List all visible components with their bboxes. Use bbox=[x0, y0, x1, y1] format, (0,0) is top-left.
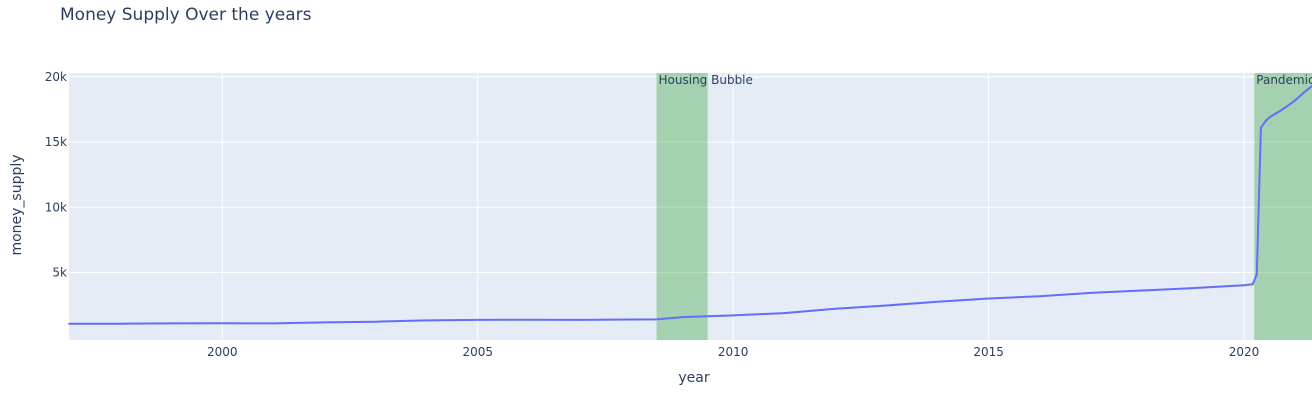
data-point bbox=[528, 318, 530, 321]
data-point bbox=[1192, 287, 1194, 289]
x-tick-label: 2015 bbox=[973, 345, 1004, 359]
data-point bbox=[221, 322, 224, 324]
shaded-regions bbox=[656, 73, 1312, 340]
x-axis-label: year bbox=[678, 370, 709, 386]
x-tick-label: 2010 bbox=[718, 345, 749, 359]
data-point bbox=[1281, 108, 1284, 111]
plot-area bbox=[69, 73, 1312, 340]
x-tick-label: 2005 bbox=[462, 345, 493, 359]
data-point bbox=[732, 314, 734, 317]
data-point bbox=[783, 312, 786, 314]
data-point bbox=[630, 318, 632, 321]
y-tick-label: 5k bbox=[52, 265, 67, 279]
data-point bbox=[936, 301, 939, 303]
data-point bbox=[681, 316, 683, 318]
data-point bbox=[119, 322, 121, 325]
data-point bbox=[170, 322, 172, 325]
x-tick-label: 2000 bbox=[207, 345, 238, 359]
shaded-region-0 bbox=[656, 73, 708, 340]
data-point bbox=[476, 319, 479, 321]
region-label-0: Housing Bubble bbox=[659, 73, 753, 87]
data-point bbox=[1260, 126, 1262, 129]
data-point bbox=[706, 315, 709, 318]
shaded-region-1 bbox=[1254, 73, 1312, 340]
data-point bbox=[68, 323, 70, 325]
data-point bbox=[1089, 292, 1092, 294]
data-point bbox=[1256, 273, 1258, 276]
x-axis-ticks: 2000 2005 2010 2015 2020 bbox=[207, 345, 1259, 359]
x-tick-label: 2020 bbox=[1229, 345, 1260, 359]
data-point bbox=[1264, 120, 1267, 123]
data-point bbox=[425, 319, 428, 322]
data-point bbox=[1141, 289, 1143, 292]
region-annotations: Housing Bubble Pandemic bbox=[659, 73, 1312, 87]
data-point bbox=[987, 297, 990, 300]
data-point bbox=[655, 318, 658, 321]
data-point bbox=[1304, 90, 1307, 93]
data-point bbox=[1038, 295, 1041, 297]
data-point bbox=[1294, 99, 1296, 102]
data-point bbox=[1243, 284, 1245, 287]
data-point bbox=[374, 320, 377, 323]
data-point bbox=[834, 307, 837, 310]
y-tick-label: 10k bbox=[45, 200, 67, 214]
y-axis-ticks: 5k 10k 15k 20k bbox=[45, 70, 67, 280]
data-point bbox=[1251, 283, 1254, 286]
data-point bbox=[885, 304, 888, 307]
y-tick-label: 15k bbox=[45, 135, 67, 149]
region-label-1: Pandemic bbox=[1256, 73, 1312, 87]
data-point bbox=[1268, 116, 1271, 119]
chart-title: Money Supply Over the years bbox=[60, 5, 312, 25]
gridlines bbox=[69, 73, 1312, 340]
y-tick-label: 20k bbox=[45, 70, 67, 84]
data-point bbox=[272, 322, 275, 325]
data-point bbox=[579, 319, 581, 321]
series-lines bbox=[68, 85, 1312, 325]
y-axis-label: money_supply bbox=[9, 154, 25, 255]
data-point bbox=[323, 321, 326, 324]
